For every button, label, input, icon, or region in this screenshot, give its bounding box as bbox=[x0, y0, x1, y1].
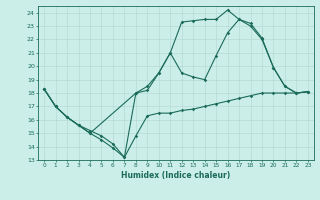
X-axis label: Humidex (Indice chaleur): Humidex (Indice chaleur) bbox=[121, 171, 231, 180]
